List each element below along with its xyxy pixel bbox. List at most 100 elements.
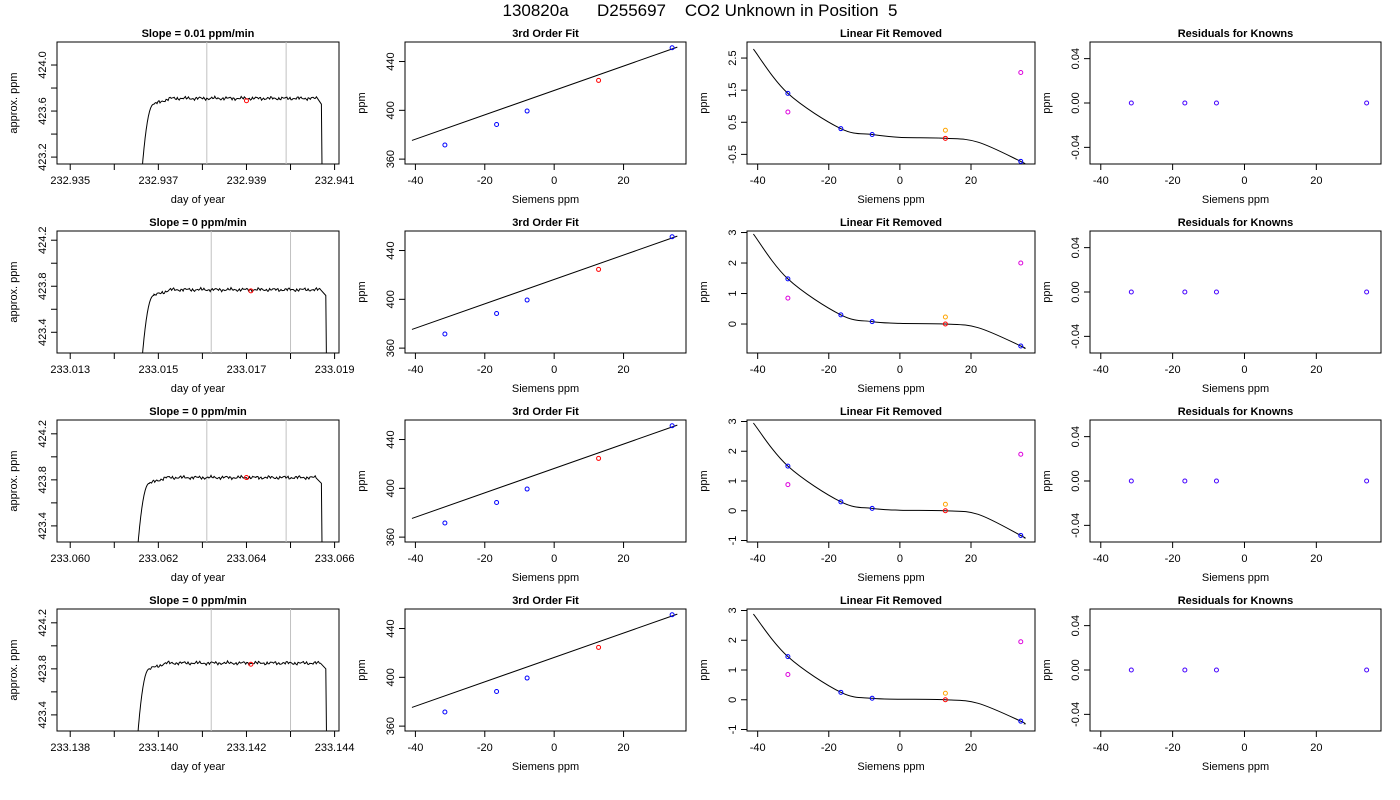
y-tick-label: 0 [727,321,739,327]
data-point [1018,451,1024,457]
y-tick-label: 0.5 [727,115,739,130]
y-tick-label: 424.2 [37,226,49,254]
data-point [838,126,844,132]
data-point [1364,478,1370,484]
y-tick-label: 440 [385,52,397,70]
x-tick-label: -40 [1093,553,1109,565]
data-point [1213,667,1219,673]
y-tick-label: -0.5 [727,145,739,164]
y-tick-label: 3 [727,229,739,235]
measurement-trace [142,286,327,353]
data-point [524,675,530,681]
x-tick-label: 233.138 [50,742,90,754]
data-point [1364,289,1370,295]
plot-frame [56,608,340,732]
panel-title: Residuals for Knowns [1178,217,1294,229]
mean-marker [248,661,254,667]
y-tick-label: 0.04 [1070,48,1082,69]
data-point [1018,343,1024,349]
x-tick-label: 0 [897,175,903,187]
panel-title: Linear Fit Removed [840,217,942,229]
y-tick-label: 2.5 [727,50,739,65]
y-tick-label: 423.8 [37,272,49,300]
data-point [785,482,791,488]
data-point [869,695,875,701]
x-axis-label: Siemens ppm [512,761,579,773]
x-axis-label: day of year [171,761,226,773]
fit-line [411,613,678,708]
data-point [942,135,948,141]
x-tick-label: 232.941 [315,175,355,187]
x-tick-label: 20 [617,742,629,754]
plot-area [411,45,678,148]
panel-title: Residuals for Knowns [1178,406,1294,418]
x-tick-label: 20 [1310,742,1322,754]
x-tick-label: -40 [407,742,423,754]
y-axis-label: ppm [1041,281,1053,302]
panel-1-4: Residuals for Knowns -40 -20 0 20 -0.04 0.00 0.… [1041,28,1382,206]
plot-area [142,42,323,164]
plot-area [1128,667,1370,673]
fit-line [411,46,678,141]
data-point [669,423,675,429]
y-tick-label: 360 [385,339,397,357]
data-point [1182,667,1188,673]
panel-title: 3rd Order Fit [512,28,579,40]
y-tick-label: 400 [385,101,397,119]
y-axis-label: ppm [1041,470,1053,491]
x-tick-label: -40 [750,175,766,187]
x-tick-label: -20 [477,742,493,754]
data-point [1364,100,1370,106]
plot-frame [404,230,687,354]
data-point [442,142,448,148]
plot-frame [56,419,340,543]
data-point [494,688,500,694]
y-tick-label: -1 [727,725,739,735]
panel-title: Slope = 0.01 ppm/min [142,28,255,40]
data-point [785,109,791,115]
y-axis-label: approx. ppm [8,72,20,133]
x-tick-label: -40 [1093,742,1109,754]
x-tick-label: -20 [477,364,493,376]
data-point [1213,289,1219,295]
y-tick-label: 423.4 [37,701,49,729]
panel-title: 3rd Order Fit [512,595,579,607]
data-point [942,508,948,514]
panel-3-4: Residuals for Knowns -40 -20 0 20 -0.04 0.00 0.… [1041,406,1382,584]
y-tick-label: 0 [727,508,739,514]
x-tick-label: 20 [965,742,977,754]
data-point [524,486,530,492]
data-point [942,501,948,507]
plot-frame [404,419,687,543]
y-tick-label: 423.4 [37,512,49,540]
x-tick-label: 233.142 [227,742,267,754]
fit-line [411,424,678,519]
x-axis-label: Siemens ppm [1202,194,1269,206]
panel-2-2: 3rd Order Fit -40 -20 0 20 360 400 440 Siemens p… [356,217,687,395]
plot-area [1128,478,1370,484]
data-point [838,689,844,695]
cubic-fit-curve [753,48,1026,164]
y-axis-label: ppm [356,92,368,113]
y-tick-label: 440 [385,619,397,637]
y-axis-label: ppm [698,659,710,680]
panel-3-2: 3rd Order Fit -40 -20 0 20 360 400 440 Siemens p… [356,406,687,584]
x-tick-label: 233.144 [315,742,355,754]
data-point [596,644,602,650]
x-tick-label: -40 [750,742,766,754]
y-axis-label: ppm [698,470,710,491]
data-point [669,45,675,51]
panel-4-2: 3rd Order Fit -40 -20 0 20 360 400 440 Siemens p… [356,595,687,773]
y-axis-label: ppm [1041,92,1053,113]
x-axis-label: Siemens ppm [512,383,579,395]
y-axis-label: ppm [356,470,368,491]
y-tick-label: 400 [385,668,397,686]
x-tick-label: 20 [1310,553,1322,565]
x-tick-label: -40 [1093,175,1109,187]
y-tick-label: -0.04 [1070,135,1082,160]
x-tick-label: 0 [897,553,903,565]
x-tick-label: 0 [551,175,557,187]
panel-2-1: Slope = 0 ppm/min 233.013 233.015 233.017 23… [8,217,354,395]
data-point [785,671,791,677]
